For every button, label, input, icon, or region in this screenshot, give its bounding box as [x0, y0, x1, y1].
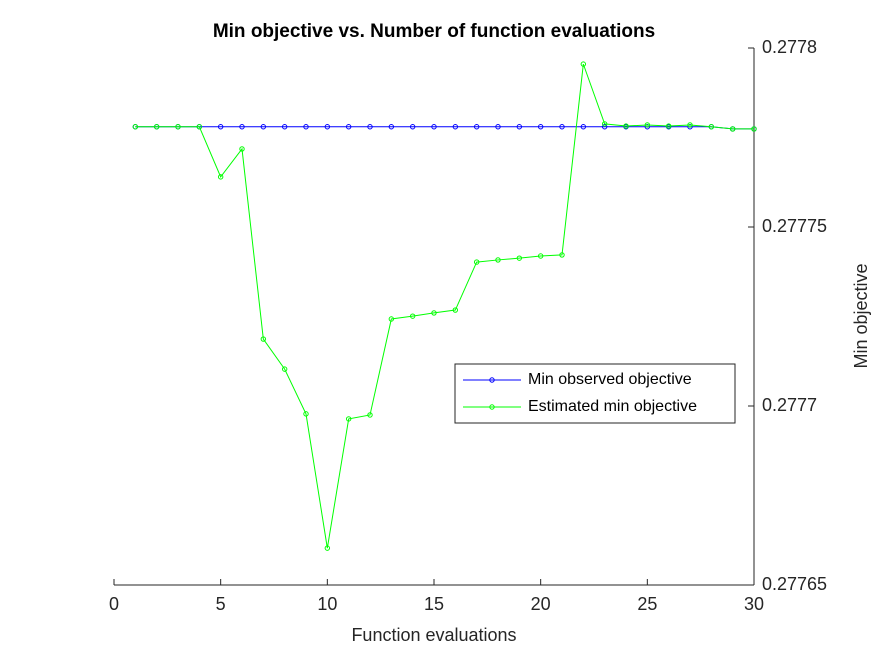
point: [495, 124, 501, 130]
chart-title: Min objective vs. Number of function eva…: [213, 21, 655, 42]
point: [239, 146, 245, 152]
legend-marker: [489, 404, 495, 410]
point: [580, 124, 587, 130]
point: [388, 124, 395, 130]
point: [537, 124, 544, 130]
point: [175, 124, 181, 130]
y-tick-label: 0.2777: [762, 395, 817, 415]
point: [431, 310, 437, 316]
point: [537, 253, 544, 259]
point: [665, 123, 672, 129]
point: [217, 124, 224, 130]
legend-marker: [489, 377, 495, 383]
x-tick-label: 0: [109, 594, 119, 614]
point: [559, 252, 565, 258]
series-line: [135, 126, 754, 130]
x-tick-label: 20: [531, 594, 551, 614]
point: [580, 61, 587, 67]
legend-label: Min observed objective: [528, 371, 692, 388]
x-tick-label: 15: [424, 594, 444, 614]
point: [281, 366, 288, 372]
point: [495, 257, 501, 263]
point: [217, 174, 224, 180]
point: [751, 126, 757, 132]
point: [367, 124, 373, 130]
point: [687, 122, 693, 128]
point: [473, 124, 480, 130]
point: [729, 126, 736, 132]
point: [260, 124, 267, 130]
point: [708, 124, 715, 130]
x-tick-label: 30: [744, 594, 764, 614]
point: [409, 313, 416, 319]
y-axis-label: Min objective: [851, 263, 871, 368]
point: [516, 255, 523, 261]
legend-label: Estimated min objective: [528, 398, 697, 415]
point: [473, 259, 480, 265]
point: [601, 121, 608, 127]
point: [452, 307, 459, 313]
y-tick-label: 0.27775: [762, 216, 827, 236]
point: [623, 123, 629, 129]
x-tick-label: 5: [216, 594, 226, 614]
point: [303, 124, 309, 130]
point: [516, 124, 523, 130]
point: [260, 336, 267, 342]
point: [431, 124, 437, 130]
x-tick-label: 25: [637, 594, 657, 614]
point: [644, 122, 651, 128]
point: [367, 412, 373, 418]
point: [345, 416, 352, 422]
point: [345, 124, 352, 130]
point: [281, 124, 288, 130]
point: [239, 124, 245, 130]
point: [153, 124, 160, 130]
y-tick-label: 0.27765: [762, 574, 827, 594]
x-axis-label: Function evaluations: [351, 625, 516, 645]
y-tick-label: 0.2778: [762, 37, 817, 57]
point: [409, 124, 416, 130]
point: [196, 124, 203, 130]
legend: Min observed objective Estimated min obje…: [454, 363, 736, 424]
series-line: [135, 63, 754, 549]
point: [559, 124, 565, 130]
x-tick-label: 10: [317, 594, 337, 614]
point: [324, 124, 331, 130]
point: [601, 124, 608, 130]
point: [388, 316, 395, 322]
point: [303, 411, 309, 417]
point: [132, 124, 139, 130]
point: [324, 545, 331, 551]
legend-box: [454, 363, 736, 424]
point: [452, 124, 459, 130]
